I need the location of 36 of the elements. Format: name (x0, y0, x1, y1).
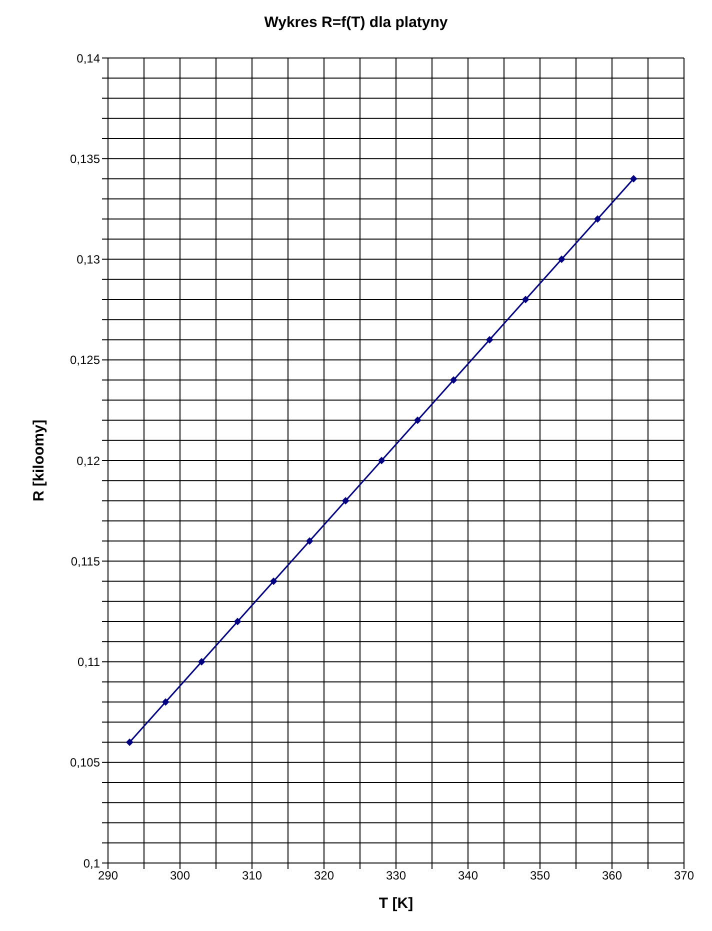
point (558, 256, 566, 263)
y-tick-label: 0,13 (76, 252, 100, 267)
y-tick-label: 0,14 (76, 51, 100, 66)
point (306, 538, 314, 544)
y-tick-label: 0,125 (70, 353, 100, 368)
point (126, 738, 134, 746)
y-tick-label: 0,1 (83, 856, 100, 870)
x-tick-label: 370 (674, 868, 694, 883)
y-tick-label: 0,105 (70, 756, 100, 770)
x-axis-title: T [K] (378, 895, 414, 912)
chart-title: Wykres R=f(T) dla platyny (263, 13, 449, 33)
point (414, 416, 422, 424)
x-tick-label: 290 (98, 868, 118, 883)
point (378, 457, 386, 464)
point (630, 175, 638, 182)
point (198, 658, 206, 666)
x-tick-label: 310 (242, 868, 262, 883)
point (342, 497, 350, 504)
point (450, 376, 458, 384)
point (486, 336, 494, 344)
point (270, 578, 278, 585)
y-tick-label: 0,115 (70, 554, 100, 568)
y-tick-label: 0,11 (78, 655, 100, 670)
point (234, 618, 242, 625)
point (162, 698, 170, 706)
y-tick-label: 0,12 (76, 454, 100, 468)
y-tick-label: 0,135 (70, 152, 100, 166)
x-tick-label: 330 (386, 868, 406, 883)
point (522, 296, 530, 303)
x-tick-label: 300 (170, 868, 190, 883)
x-tick-label: 340 (458, 868, 478, 883)
x-tick-label: 320 (314, 868, 334, 883)
point (594, 216, 602, 222)
x-tick-label: 350 (530, 868, 550, 883)
x-tick-label: 360 (602, 868, 622, 883)
y-axis-title: R [kiloomy] (30, 420, 48, 502)
